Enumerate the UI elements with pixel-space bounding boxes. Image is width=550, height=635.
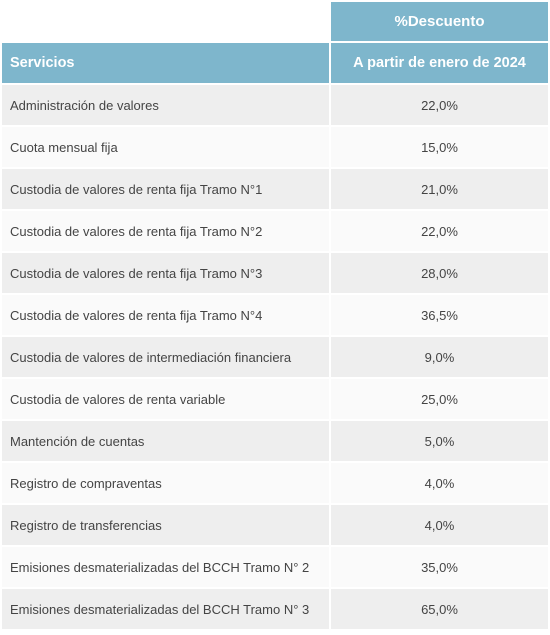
table-row: Emisiones desmaterializadas del BCCH Tra… — [2, 547, 548, 587]
table-row: Registro de transferencias 4,0% — [2, 505, 548, 545]
service-name-cell: Emisiones desmaterializadas del BCCH Tra… — [2, 547, 329, 587]
period-column-header: A partir de enero de 2024 — [331, 43, 548, 83]
table-row: Emisiones desmaterializadas del BCCH Tra… — [2, 589, 548, 629]
discount-value-cell: 5,0% — [331, 421, 548, 461]
service-name-cell: Custodia de valores de intermediación fi… — [2, 337, 329, 377]
service-name-cell: Custodia de valores de renta fija Tramo … — [2, 169, 329, 209]
discount-column-group-header: %Descuento — [331, 2, 548, 41]
discount-value-cell: 15,0% — [331, 127, 548, 167]
service-name-cell: Custodia de valores de renta variable — [2, 379, 329, 419]
table-body: Administración de valores 22,0% Cuota me… — [2, 85, 548, 631]
discount-value-cell: 65,0% — [331, 589, 548, 629]
discount-value-cell: 25,0% — [331, 379, 548, 419]
service-name-cell: Custodia de valores de renta fija Tramo … — [2, 295, 329, 335]
service-name-cell: Registro de transferencias — [2, 505, 329, 545]
discount-value-cell: 4,0% — [331, 463, 548, 503]
discount-value-cell: 21,0% — [331, 169, 548, 209]
table-row: Registro de compraventas 4,0% — [2, 463, 548, 503]
service-name-cell: Registro de compraventas — [2, 463, 329, 503]
table-row: Custodia de valores de renta fija Tramo … — [2, 295, 548, 335]
service-name-cell: Emisiones desmaterializadas del BCCH Tra… — [2, 589, 329, 629]
table-row: Mantención de cuentas 5,0% — [2, 421, 548, 461]
discount-value-cell: 22,0% — [331, 85, 548, 125]
service-name-cell: Administración de valores — [2, 85, 329, 125]
service-name-cell: Mantención de cuentas — [2, 421, 329, 461]
discount-value-cell: 35,0% — [331, 547, 548, 587]
table-row: Custodia de valores de renta fija Tramo … — [2, 211, 548, 251]
discount-value-cell: 4,0% — [331, 505, 548, 545]
table-row: Custodia de valores de renta fija Tramo … — [2, 169, 548, 209]
discount-value-cell: 36,5% — [331, 295, 548, 335]
table-header-row: Servicios A partir de enero de 2024 — [2, 43, 548, 83]
service-name-cell: Custodia de valores de renta fija Tramo … — [2, 253, 329, 293]
service-name-cell: Cuota mensual fija — [2, 127, 329, 167]
discount-value-cell: 28,0% — [331, 253, 548, 293]
table-row: Custodia de valores de renta fija Tramo … — [2, 253, 548, 293]
table-row: Custodia de valores de renta variable 25… — [2, 379, 548, 419]
table-row: Cuota mensual fija 15,0% — [2, 127, 548, 167]
discount-value-cell: 9,0% — [331, 337, 548, 377]
service-name-cell: Custodia de valores de renta fija Tramo … — [2, 211, 329, 251]
table-row: Administración de valores 22,0% — [2, 85, 548, 125]
table-row: Custodia de valores de intermediación fi… — [2, 337, 548, 377]
services-column-header: Servicios — [2, 43, 329, 83]
discount-value-cell: 22,0% — [331, 211, 548, 251]
